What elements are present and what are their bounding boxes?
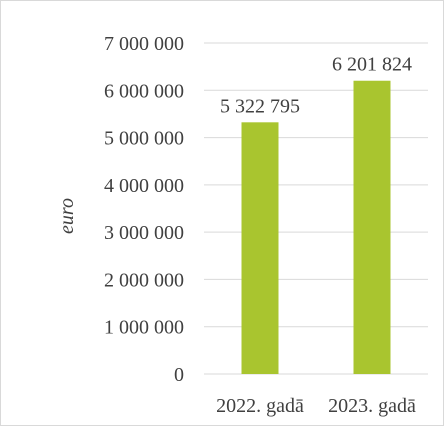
- y-tick-label: 2 000 000: [104, 269, 184, 291]
- x-axis-tick-labels: 2022. gadā 2023. gadā: [216, 395, 416, 417]
- y-axis-tick-labels: 0 1 000 000 2 000 000 3 000 000 4 000 000 5 0…: [104, 33, 184, 386]
- y-tick-label: 0: [174, 364, 184, 386]
- data-label: 6 201 824: [332, 54, 412, 76]
- y-tick-label: 4 000 000: [104, 175, 184, 197]
- y-axis-label: euro: [56, 198, 78, 234]
- bars: [241, 80, 391, 375]
- data-label: 5 322 795: [220, 95, 300, 117]
- x-tick-label: 2023. gadā: [328, 395, 416, 417]
- y-tick-label: 3 000 000: [104, 222, 184, 244]
- y-tick-label: 1 000 000: [104, 317, 184, 339]
- y-tick-label: 6 000 000: [104, 80, 184, 102]
- y-tick-label: 5 000 000: [104, 128, 184, 150]
- x-tick-label: 2022. gadā: [216, 395, 304, 417]
- bar-2: [353, 80, 391, 375]
- data-labels: 5 322 795 6 201 824: [220, 54, 412, 118]
- bar-1: [241, 122, 279, 375]
- y-tick-label: 7 000 000: [104, 33, 184, 55]
- gridlines: [204, 42, 428, 375]
